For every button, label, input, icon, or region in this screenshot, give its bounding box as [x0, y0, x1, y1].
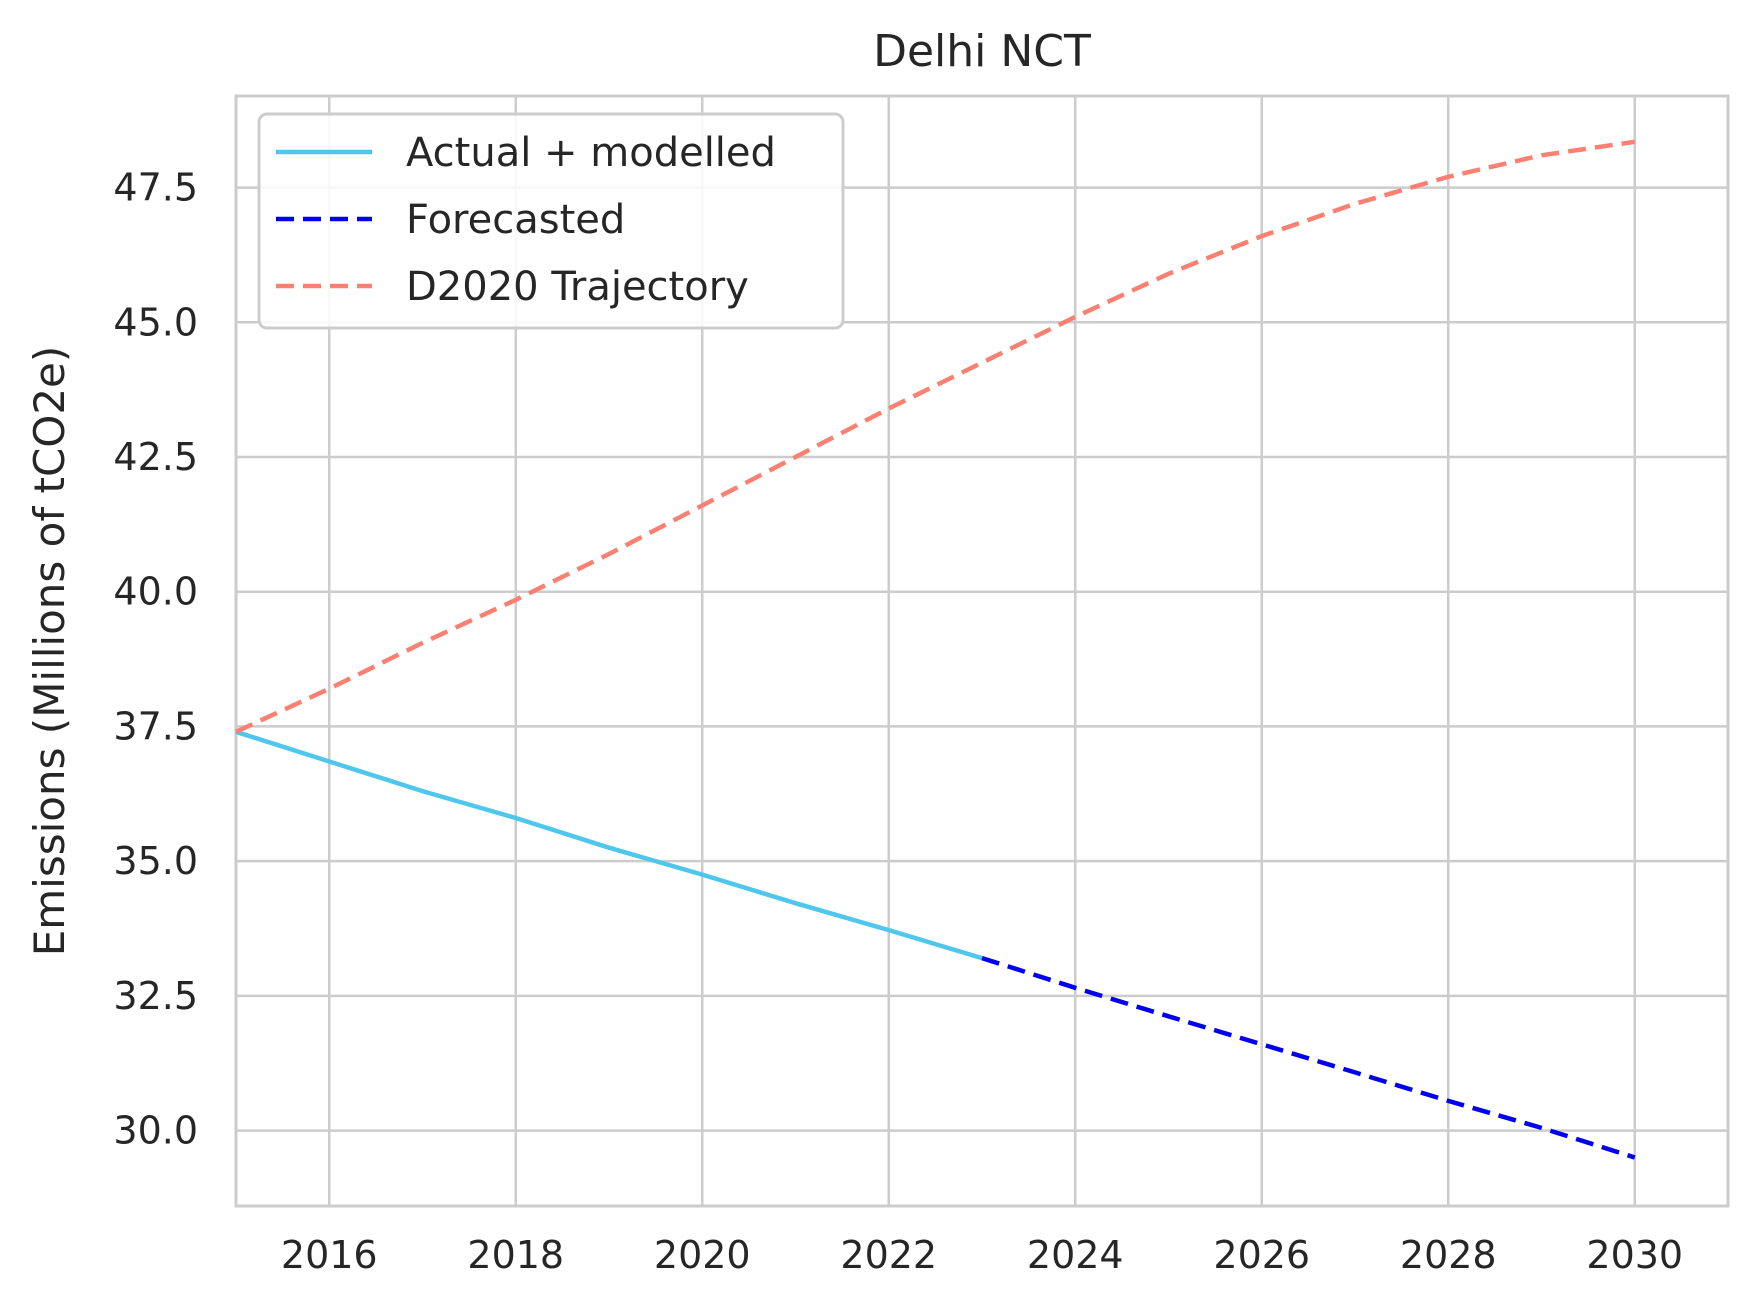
x-tick-label: 2028	[1400, 1233, 1497, 1277]
y-tick-label: 42.5	[113, 435, 198, 479]
x-axis-ticks: 2016 2018 2020 2022 2024 2026 2028 2030	[281, 1233, 1683, 1277]
y-tick-label: 37.5	[113, 704, 198, 748]
series-line-actual	[235, 729, 983, 961]
y-tick-label: 35.0	[113, 839, 198, 883]
y-tick-label: 45.0	[113, 300, 198, 344]
legend-box	[257, 112, 845, 330]
y-axis-ticks: 30.0 32.5 35.0 37.5 40.0 42.5 45.0 47.5	[113, 166, 198, 1153]
series-line-d2020	[235, 139, 1636, 734]
chart-title: Delhi NCT	[873, 26, 1091, 77]
x-tick-label: 2026	[1213, 1233, 1310, 1277]
x-tick-label: 2020	[654, 1233, 751, 1277]
x-tick-label: 2024	[1027, 1233, 1124, 1277]
legend: Actual + modelled Forecasted D2020 Traje…	[257, 112, 845, 330]
x-tick-label: 2018	[467, 1233, 564, 1277]
plot-frame	[234, 94, 1730, 1208]
y-axis-label: Emissions (Millions of tCO2e)	[25, 346, 74, 957]
y-tick-label: 47.5	[113, 166, 198, 210]
series-line-forecasted	[981, 955, 1636, 1160]
x-tick-label: 2016	[281, 1233, 378, 1277]
y-tick-label: 32.5	[113, 974, 198, 1018]
legend-label-actual: Actual + modelled	[406, 130, 776, 176]
x-tick-label: 2022	[840, 1233, 937, 1277]
series-lines	[235, 139, 1636, 1160]
x-tick-label: 2030	[1586, 1233, 1683, 1277]
legend-label-d2020: D2020 Trajectory	[406, 264, 749, 310]
y-tick-label: 40.0	[113, 570, 198, 614]
legend-label-forecasted: Forecasted	[406, 197, 625, 243]
y-tick-label: 30.0	[113, 1109, 198, 1153]
